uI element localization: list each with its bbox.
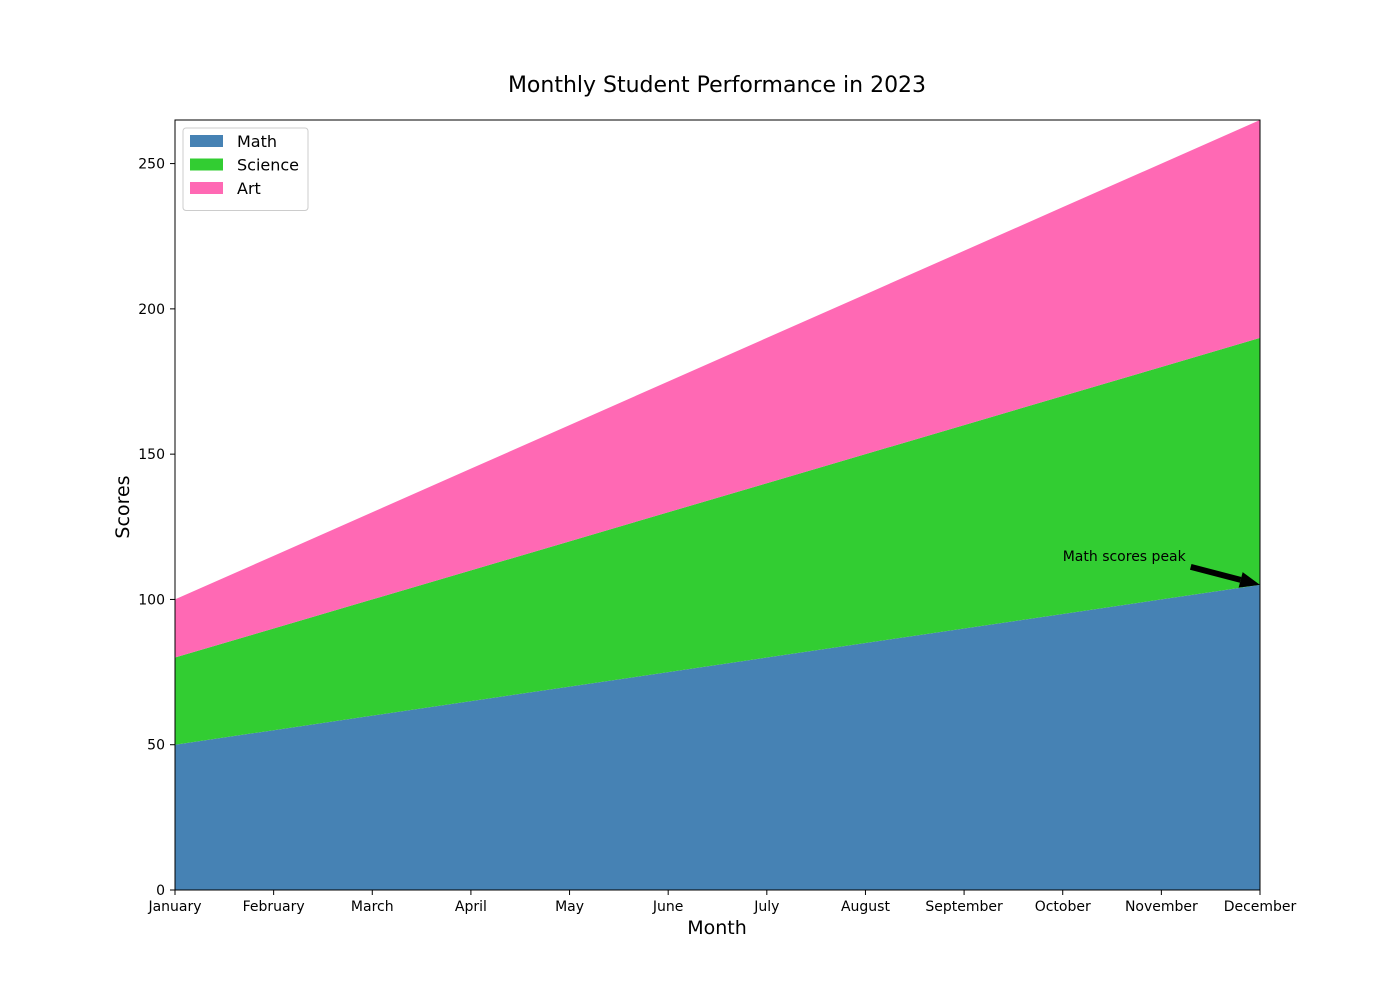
area-math xyxy=(175,584,1260,890)
x-tick-label: February xyxy=(243,899,305,915)
y-axis-title: Scores xyxy=(112,475,134,538)
x-axis-title: Month xyxy=(687,917,747,939)
x-tick-label: May xyxy=(555,899,584,915)
x-tick-label: June xyxy=(652,899,684,915)
legend-label-science: Science xyxy=(237,156,299,175)
annotation-arrow-head xyxy=(1238,572,1260,588)
annotation-arrow-shaft xyxy=(1189,563,1242,583)
x-tick-label: January xyxy=(147,899,201,915)
x-tick-label: October xyxy=(1035,899,1091,915)
axes-layer: January February March April May June July Augu… xyxy=(138,119,1297,915)
y-tick-label: 250 xyxy=(138,157,165,173)
areas-layer xyxy=(175,120,1260,890)
x-tick-label: July xyxy=(753,899,779,915)
x-tick-label: April xyxy=(455,899,487,915)
plot-frame xyxy=(174,119,1261,891)
legend: Math Science Art xyxy=(182,127,309,211)
y-tick-label: 0 xyxy=(156,883,165,899)
legend-swatch-art xyxy=(190,182,223,194)
legend-label-math: Math xyxy=(237,132,277,151)
legend-label-art: Art xyxy=(237,179,261,198)
area-art xyxy=(175,120,1260,658)
y-tick-label: 50 xyxy=(147,738,165,754)
legend-swatch-math xyxy=(190,135,223,147)
y-tick-label: 200 xyxy=(138,302,165,318)
x-tick-label: March xyxy=(351,899,394,915)
legend-swatch-science xyxy=(190,158,223,171)
chart-title: Monthly Student Performance in 2023 xyxy=(508,73,926,98)
x-tick-label: November xyxy=(1125,899,1198,915)
annotation-text: Math scores peak xyxy=(1063,549,1187,565)
x-tick-label: September xyxy=(925,899,1003,915)
x-tick-label: August xyxy=(841,899,891,915)
annotation: Math scores peak xyxy=(1063,549,1260,588)
y-tick-label: 150 xyxy=(138,447,165,463)
x-tick-label: December xyxy=(1224,899,1297,915)
y-tick-label: 100 xyxy=(138,592,165,608)
area-science xyxy=(175,337,1260,745)
